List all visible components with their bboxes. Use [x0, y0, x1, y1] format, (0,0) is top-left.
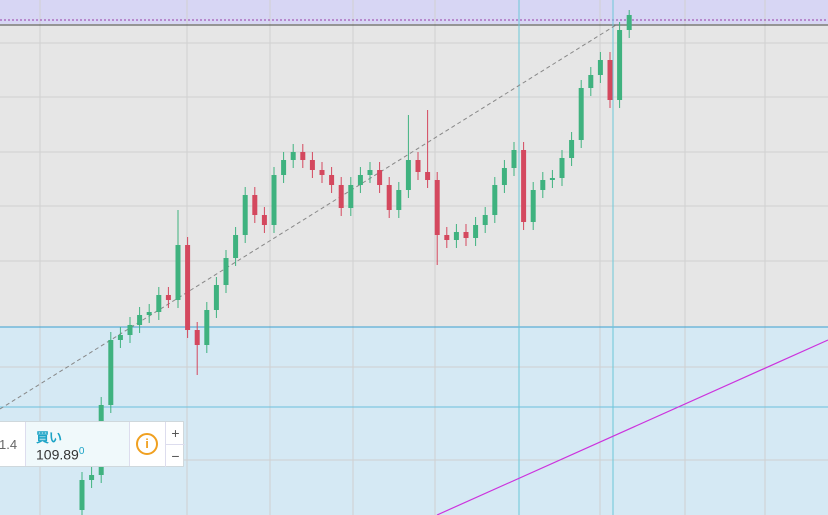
candle-body	[444, 235, 450, 240]
candle-body	[252, 195, 258, 215]
candle-body	[434, 180, 440, 235]
candle-body	[127, 325, 133, 335]
candle-body	[425, 172, 431, 180]
candle-body	[108, 340, 114, 405]
candle-body	[367, 170, 373, 175]
candle-body	[204, 310, 210, 345]
candle-body	[156, 295, 162, 312]
candle-body	[578, 88, 584, 140]
candle-body	[338, 185, 344, 208]
candle-body	[501, 168, 507, 185]
candle-body	[165, 295, 171, 300]
candle-body	[377, 170, 383, 185]
info-icon[interactable]: i	[136, 433, 158, 455]
bid-price[interactable]: 1.4	[0, 437, 18, 452]
candle-body	[300, 152, 306, 160]
buy-button[interactable]: 買い 109.890	[25, 422, 130, 466]
candle-body	[569, 140, 575, 158]
candle-body	[415, 160, 421, 172]
candle-body	[492, 185, 498, 215]
candle-body	[117, 335, 123, 340]
candle-body	[357, 175, 363, 185]
candle-body	[559, 158, 565, 178]
candle-body	[540, 180, 546, 190]
price-pip: 0	[78, 446, 85, 457]
price: 109.890	[36, 446, 84, 463]
candles	[79, 10, 632, 515]
candle-body	[309, 160, 315, 170]
candle-body	[511, 150, 517, 168]
candle-body	[89, 475, 95, 480]
trend-line	[436, 339, 828, 515]
candle-body	[396, 190, 402, 210]
candle-body	[473, 225, 479, 238]
candle-body	[185, 245, 191, 330]
trend-line	[0, 24, 617, 410]
candle-body	[348, 185, 354, 208]
candle-body	[626, 15, 632, 30]
plus-button[interactable]: +	[165, 422, 185, 444]
candle-body	[521, 150, 527, 222]
candle-body	[405, 160, 411, 190]
candle-body	[79, 480, 85, 510]
candle-body	[617, 30, 623, 100]
candle-body	[137, 315, 143, 325]
candle-body	[453, 232, 459, 240]
candle-body	[213, 285, 219, 310]
order-widget: 1.4 買い 109.890 i + −	[0, 421, 185, 467]
side-label: 買い	[36, 430, 63, 445]
candle-body	[549, 178, 555, 180]
candle-body	[329, 175, 335, 185]
candle-body	[530, 190, 536, 222]
candle-body	[386, 185, 392, 210]
candle-body	[271, 175, 277, 225]
candle-body	[319, 170, 325, 175]
candle-body	[261, 215, 267, 225]
candle-body	[463, 232, 469, 238]
candle-body	[233, 235, 239, 258]
candle-body	[175, 245, 181, 300]
candle-body	[588, 75, 594, 88]
candle-body	[597, 60, 603, 75]
candle-body	[482, 215, 488, 225]
candle-body	[194, 330, 200, 345]
minus-button[interactable]: −	[165, 444, 185, 467]
price-main: 109.89	[36, 446, 79, 463]
candle-body	[281, 160, 287, 175]
candle-body	[146, 312, 152, 315]
price-zone	[0, 24, 828, 327]
candle-body	[290, 152, 296, 160]
candle-body	[242, 195, 248, 235]
candle-body	[223, 258, 229, 285]
candle-body	[607, 60, 613, 100]
